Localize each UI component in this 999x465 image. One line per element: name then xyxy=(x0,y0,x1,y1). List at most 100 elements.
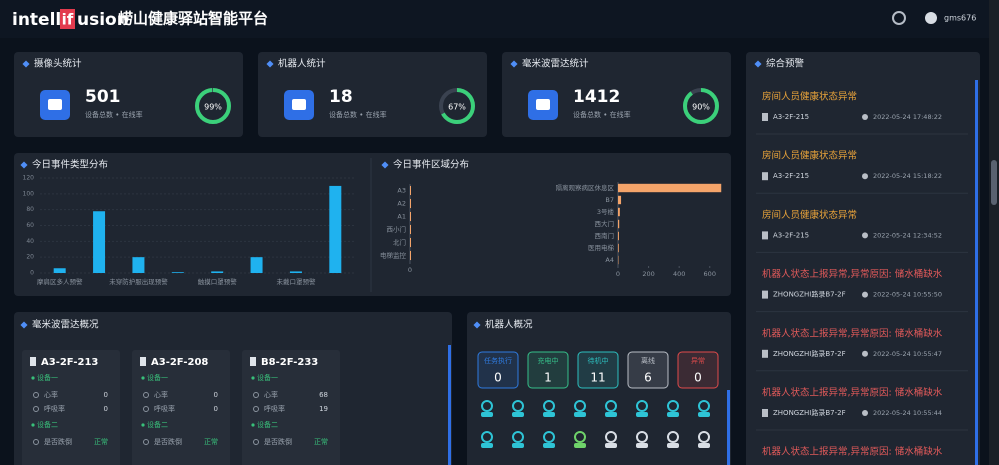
bar xyxy=(410,237,411,248)
row-icon xyxy=(253,392,259,398)
clock-icon xyxy=(862,410,868,416)
device-icon-glyph xyxy=(292,99,306,110)
row-label: 是否跌倒 xyxy=(264,437,292,446)
y-tick-label: 80 xyxy=(26,206,34,213)
robot-icon xyxy=(667,431,679,443)
bullet xyxy=(381,161,389,169)
row-label: 心率 xyxy=(44,390,58,399)
device-name: 设备一 xyxy=(257,373,278,382)
row-value: 0 xyxy=(214,405,218,413)
bar xyxy=(618,207,620,217)
status-dot xyxy=(251,423,255,427)
x-tick-label: 0 xyxy=(408,266,412,274)
bar xyxy=(410,250,411,261)
y-tick-label: 0 xyxy=(30,270,34,277)
robot-icon xyxy=(698,431,710,443)
device-total: 18 xyxy=(329,87,353,107)
scrollbar[interactable] xyxy=(727,390,730,465)
alert-title: 房间人员健康状态异常 xyxy=(762,150,857,162)
scrollbar[interactable] xyxy=(448,345,451,465)
row-label: 是否跌倒 xyxy=(44,437,72,446)
status-label: 异常 xyxy=(691,356,705,365)
device-caption: 设备总数 • 在线率 xyxy=(329,110,387,119)
x-tick-label: 摩肩区多人预警 xyxy=(37,277,83,286)
y-tick-label: 隔离观察病区休息区 xyxy=(556,183,615,192)
user-icon[interactable] xyxy=(925,12,937,24)
panel-title: 毫米波雷达概况 xyxy=(32,319,99,331)
row-label: 心率 xyxy=(154,390,168,399)
robot-icon xyxy=(698,412,710,417)
row-icon xyxy=(33,392,39,398)
radar-name: A3-2F-213 xyxy=(41,357,98,368)
status-count: 11 xyxy=(590,371,605,385)
bar xyxy=(211,271,224,273)
robot-icon xyxy=(512,443,524,448)
row-label: 心率 xyxy=(264,390,278,399)
location-icon xyxy=(762,409,768,417)
robot-icon xyxy=(667,412,679,417)
rate-label: 90% xyxy=(692,103,710,112)
status-label: 任务执行 xyxy=(484,356,512,365)
card-title: 毫米波雷达统计 xyxy=(522,58,589,70)
status-dot xyxy=(31,423,35,427)
bar xyxy=(618,243,619,253)
robot-icon xyxy=(667,443,679,448)
scrollbar[interactable] xyxy=(975,80,978,465)
alert-time: 2022-05-24 15:18:22 xyxy=(873,172,942,180)
row-label: 呼吸率 xyxy=(44,404,65,413)
bar xyxy=(618,231,619,241)
bar xyxy=(250,257,263,273)
alert-title: 房间人员健康状态异常 xyxy=(762,91,857,103)
page-scrollbar-thumb[interactable] xyxy=(991,160,997,205)
device-name: 设备二 xyxy=(147,420,168,429)
robot-icon xyxy=(605,412,617,417)
alert-location: A3-2F-215 xyxy=(773,172,809,180)
page-scrollbar[interactable] xyxy=(989,0,999,465)
alert-time: 2022-05-24 10:55:44 xyxy=(873,409,942,417)
settings-icon[interactable] xyxy=(892,11,906,25)
row-value: 正常 xyxy=(94,437,108,446)
robot-icon xyxy=(636,443,648,448)
row-icon xyxy=(33,439,39,445)
y-tick-label: 电梯监控 xyxy=(380,251,407,260)
radar-card xyxy=(132,350,230,465)
row-value: 0 xyxy=(104,391,108,399)
row-icon xyxy=(253,439,259,445)
bullet xyxy=(473,321,481,329)
row-value: 0 xyxy=(214,391,218,399)
robot-icon xyxy=(512,400,524,412)
status-box xyxy=(527,351,569,389)
device-icon-glyph xyxy=(536,99,550,110)
x-tick-label: 400 xyxy=(673,270,685,278)
y-tick-label: 120 xyxy=(23,175,35,182)
robot-icon xyxy=(667,400,679,412)
status-count: 0 xyxy=(694,371,702,385)
robot-icon xyxy=(481,431,493,443)
alert-title: 机器人状态上报异常,异常原因: 储水桶缺水 xyxy=(762,268,943,280)
status-count: 6 xyxy=(644,371,652,385)
y-tick-label: A3 xyxy=(397,187,406,195)
status-box xyxy=(627,351,669,389)
bullet xyxy=(20,161,28,169)
robot-icon xyxy=(543,412,555,417)
y-tick-label: A1 xyxy=(397,213,406,221)
rate-ring xyxy=(439,88,475,124)
robot-icon xyxy=(574,443,586,448)
row-label: 呼吸率 xyxy=(264,404,285,413)
y-tick-label: 西大门 xyxy=(595,219,615,228)
robot-icon xyxy=(543,400,555,412)
robot-icon xyxy=(698,400,710,412)
status-box xyxy=(577,351,619,389)
y-tick-label: 西小门 xyxy=(387,225,407,234)
stat-card xyxy=(502,52,731,137)
robot-icon xyxy=(605,400,617,412)
radar-name: A3-2F-208 xyxy=(151,357,208,368)
robot-icon xyxy=(481,443,493,448)
bar xyxy=(53,268,66,273)
location-icon xyxy=(762,290,768,299)
row-icon xyxy=(143,439,149,445)
rate-ring xyxy=(195,88,231,124)
chart-title: 今日事件类型分布 xyxy=(32,159,108,171)
